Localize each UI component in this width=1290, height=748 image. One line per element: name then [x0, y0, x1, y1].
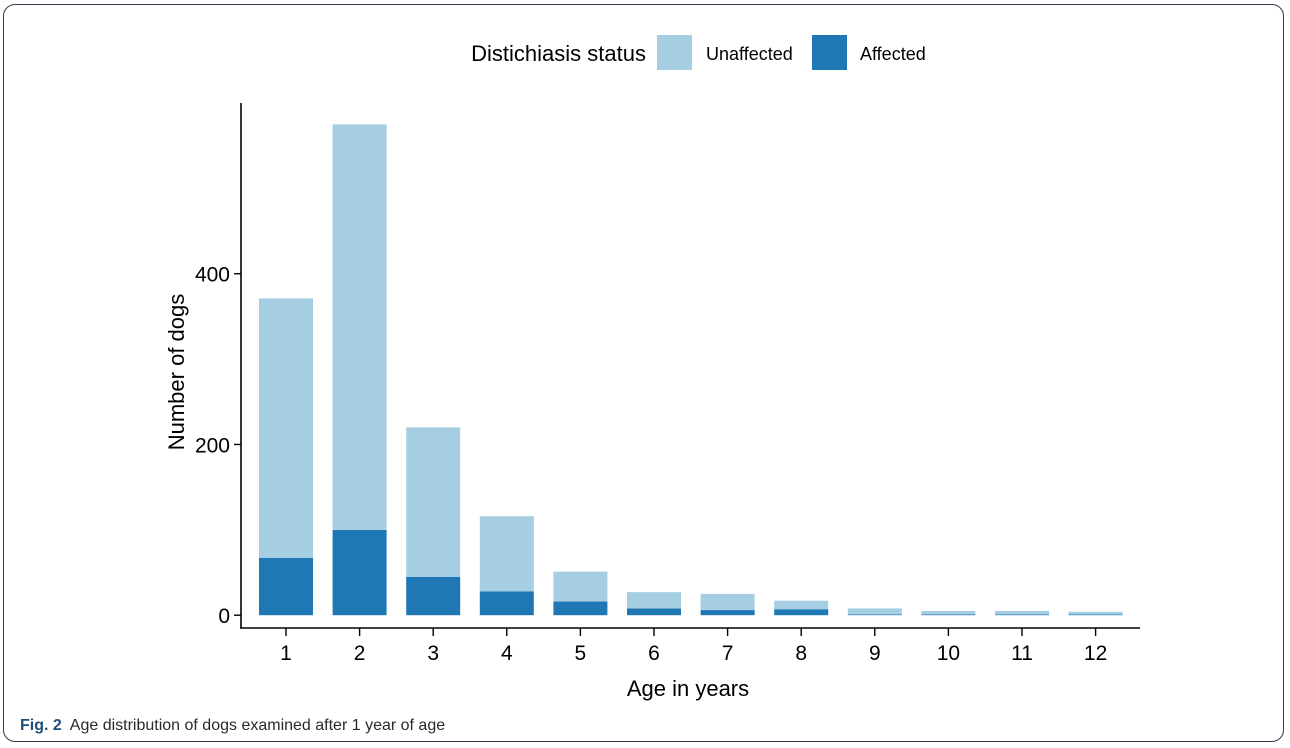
bar-affected-12	[1068, 614, 1123, 616]
x-tick-label-2: 2	[354, 642, 366, 665]
legend-title: Distichiasis status	[471, 41, 646, 66]
bar-unaffected-1	[259, 298, 313, 558]
bar-unaffected-12	[1068, 611, 1123, 615]
legend: Distichiasis status Unaffected Affected	[471, 35, 926, 70]
x-tick-label-7: 7	[722, 642, 734, 665]
bar-unaffected-6	[627, 592, 681, 609]
bar-unaffected-10	[921, 610, 976, 615]
bar-affected-1	[259, 558, 313, 616]
bar-unaffected-2	[332, 124, 387, 530]
bars-group	[259, 124, 1123, 616]
bar-affected-10	[921, 614, 976, 616]
x-tick-label-3: 3	[427, 642, 439, 665]
bar-affected-8	[774, 609, 829, 616]
x-tick-label-11: 11	[1011, 642, 1033, 665]
bar-unaffected-7	[700, 593, 755, 611]
x-ticks-group: 1 2 3 4 5 6 7 8 9 10 11 12	[280, 628, 1107, 665]
x-tick-label-1: 1	[280, 642, 292, 665]
bar-affected-3	[406, 576, 461, 616]
bar-affected-4	[479, 591, 534, 616]
x-axis-label: Age in years	[627, 676, 749, 701]
bar-affected-11	[995, 614, 1049, 616]
legend-label-affected: Affected	[860, 44, 926, 64]
bar-unaffected-8	[774, 600, 829, 610]
bar-affected-5	[553, 601, 608, 616]
x-tick-label-6: 6	[648, 642, 660, 665]
bar-affected-9	[847, 614, 902, 616]
legend-swatch-unaffected	[657, 35, 692, 70]
y-tick-label-200: 200	[195, 434, 230, 457]
y-ticks-group: 0 200 400	[195, 264, 241, 628]
x-tick-label-12: 12	[1084, 642, 1107, 665]
figure-caption-text: Age distribution of dogs examined after …	[69, 717, 446, 734]
x-tick-label-10: 10	[937, 642, 960, 665]
x-tick-label-5: 5	[575, 642, 587, 665]
x-tick-label-4: 4	[501, 642, 513, 665]
x-tick-label-8: 8	[795, 642, 807, 665]
bar-unaffected-4	[479, 516, 534, 592]
bar-affected-7	[700, 610, 755, 616]
bar-unaffected-11	[995, 610, 1049, 615]
bar-affected-2	[332, 529, 387, 616]
bar-unaffected-3	[406, 427, 461, 577]
figure-label: Fig. 2	[20, 717, 62, 734]
figure-caption: Fig. 2 Age distribution of dogs examined …	[20, 717, 445, 735]
x-tick-label-9: 9	[869, 642, 881, 665]
legend-swatch-affected	[812, 35, 847, 70]
bar-unaffected-5	[553, 571, 608, 602]
legend-label-unaffected: Unaffected	[706, 44, 793, 64]
y-tick-label-0: 0	[218, 605, 230, 628]
figure-frame	[3, 4, 1284, 742]
bar-unaffected-9	[847, 608, 902, 615]
bar-affected-6	[627, 608, 681, 616]
y-axis-label: Number of dogs	[164, 294, 189, 451]
y-tick-label-400: 400	[195, 264, 230, 287]
